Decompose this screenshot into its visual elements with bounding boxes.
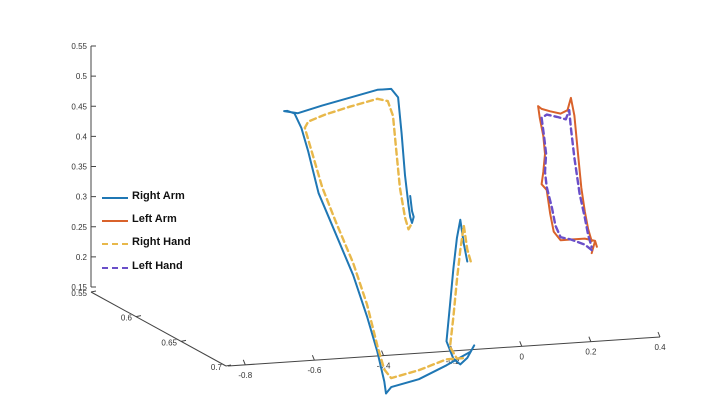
y-tick-label: 0.7 xyxy=(211,363,223,372)
y-tick-label: 0.55 xyxy=(71,289,87,298)
y-tick-mark xyxy=(180,339,187,342)
legend-item-left-hand: Left Hand xyxy=(98,258,236,278)
legend-swatch-right-arm xyxy=(102,197,128,199)
x-tick-mark xyxy=(381,350,384,356)
z-tick-label: 0.3 xyxy=(76,193,88,202)
series-line-right-arm xyxy=(283,87,476,395)
y-tick-mark xyxy=(225,364,232,367)
x-tick-mark xyxy=(657,331,661,338)
z-tick-label: 0.25 xyxy=(71,223,87,232)
series-line-left-hand xyxy=(540,108,593,252)
legend-swatch-right-hand xyxy=(102,243,128,245)
legend-item-right-arm: Right Arm xyxy=(98,188,236,208)
y-tick-label: 0.65 xyxy=(161,338,177,347)
series-line-left-arm xyxy=(537,96,598,255)
z-tick-label: 0.4 xyxy=(76,132,88,141)
x-axis-line xyxy=(227,336,661,367)
y-axis-line xyxy=(90,291,227,367)
legend-label-right-arm: Right Arm xyxy=(132,190,185,202)
x-tick-mark xyxy=(242,359,246,366)
x-tick-label: 0.4 xyxy=(654,343,666,352)
x-tick-label: -0.8 xyxy=(238,371,252,380)
z-tick-label: 0.55 xyxy=(71,42,87,51)
x-tick-label: -0.6 xyxy=(308,366,322,375)
series-line-right-hand xyxy=(303,97,472,380)
z-tick-label: 0.35 xyxy=(71,163,87,172)
z-tick-label: 0.2 xyxy=(76,253,88,262)
chart-series xyxy=(283,87,598,395)
y-tick-mark xyxy=(90,290,97,293)
legend-label-left-arm: Left Arm xyxy=(132,213,177,225)
x-tick-mark xyxy=(588,336,592,342)
x-tick-label: 0 xyxy=(520,352,525,361)
legend-swatch-left-hand xyxy=(102,267,128,269)
chart-axes: 0.15 0.2 0.25 0.3 0.35 0.4 0.45 0.5 0.55 0.55 0.6 0… xyxy=(71,42,666,380)
x-tick-mark xyxy=(519,341,523,347)
z-tick-label: 0.45 xyxy=(71,102,87,111)
legend-swatch-left-arm xyxy=(102,220,128,222)
x-tick-label: 0.2 xyxy=(585,348,597,357)
y-tick-label: 0.6 xyxy=(121,314,133,323)
legend-label-left-hand: Left Hand xyxy=(132,260,183,272)
legend-item-left-arm: Left Arm xyxy=(98,211,236,231)
z-tick-label: 0.15 xyxy=(71,283,87,292)
x-tick-mark xyxy=(311,355,315,361)
chart-legend: Right Arm Left Arm Right Hand Left Hand xyxy=(98,186,236,286)
y-tick-mark xyxy=(135,315,142,318)
legend-label-right-hand: Right Hand xyxy=(132,236,191,248)
legend-item-right-hand: Right Hand xyxy=(98,234,236,254)
z-tick-label: 0.5 xyxy=(76,72,88,81)
